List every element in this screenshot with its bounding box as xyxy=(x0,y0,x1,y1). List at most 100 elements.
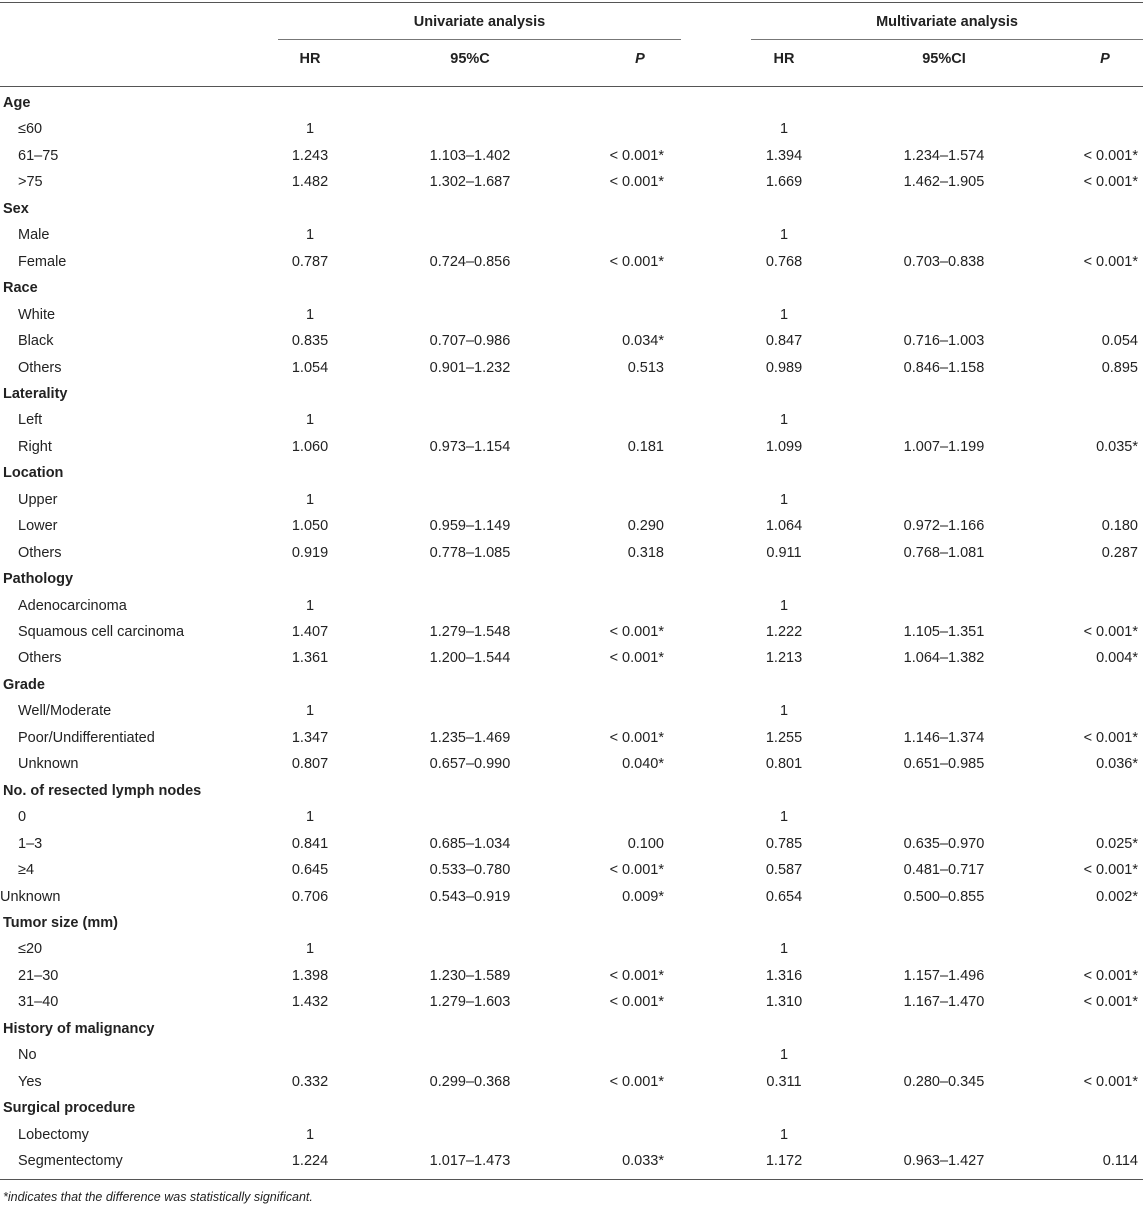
multi-hr-cell: 1 xyxy=(779,1127,789,1143)
multi-ci-cell: 0.846–1.158 xyxy=(903,360,985,376)
uni-hr-cell: 1 xyxy=(305,809,315,825)
univariate-header: Univariate analysis xyxy=(413,14,546,30)
uni-hr-cell: 1.407 xyxy=(291,624,329,640)
multi-hr-cell: 1.394 xyxy=(765,148,803,164)
multi-hr-cell: 1.213 xyxy=(765,650,803,666)
multi-ci-cell: 1.064–1.382 xyxy=(903,650,985,666)
row-label: 61–75 xyxy=(18,148,59,164)
multi-ci-cell: 0.280–0.345 xyxy=(903,1074,985,1090)
category-label: Tumor size (mm) xyxy=(3,915,118,931)
multi-p-cell: 0.035* xyxy=(1096,439,1138,455)
uni-hr-cell: 0.841 xyxy=(291,836,329,852)
uni-ci-cell: 1.279–1.603 xyxy=(429,994,511,1010)
multi-ci-cell: 1.462–1.905 xyxy=(903,174,985,190)
uni-hr-cell: 0.835 xyxy=(291,333,329,349)
multi-ci-cell: 0.481–0.717 xyxy=(903,862,985,878)
category-label: No. of resected lymph nodes xyxy=(3,783,202,799)
row-label: Female xyxy=(18,254,67,270)
uni-ci-cell: 0.959–1.149 xyxy=(429,518,511,534)
uni-ci-cell: 0.973–1.154 xyxy=(429,439,511,455)
uni-p-cell: 0.100 xyxy=(627,836,664,852)
multi-p-cell: < 0.001* xyxy=(1083,968,1138,984)
multi-hr-cell: 1.255 xyxy=(765,730,803,746)
multi-hr-cell: 1 xyxy=(779,598,789,614)
multi-ci-cell: 0.500–0.855 xyxy=(903,889,985,905)
multi-p-cell: 0.114 xyxy=(1102,1153,1138,1169)
uni-hr-cell: 1 xyxy=(305,307,315,323)
multi-hr-cell: 1.310 xyxy=(765,994,803,1010)
uni-ci-cell: 0.533–0.780 xyxy=(429,862,511,878)
multi-ci-cell: 0.703–0.838 xyxy=(903,254,985,270)
row-label: >75 xyxy=(18,174,43,190)
multi-hr-cell: 1.064 xyxy=(765,518,803,534)
row-label: Lower xyxy=(18,518,58,534)
multi-hr-cell: 1.669 xyxy=(765,174,803,190)
row-label: Others xyxy=(18,360,62,376)
uni-ci-cell: 0.707–0.986 xyxy=(429,333,511,349)
row-label: Adenocarcinoma xyxy=(18,598,127,614)
bottom-rule xyxy=(0,1179,1143,1180)
uni-hr-cell: 0.807 xyxy=(291,756,329,772)
category-label: Laterality xyxy=(3,386,68,402)
uni-p-cell: 0.513 xyxy=(627,360,664,376)
uni-hr-cell: 1 xyxy=(305,227,315,243)
category-label: Race xyxy=(3,280,38,296)
multi-hr-cell: 0.989 xyxy=(765,360,803,376)
multi-hr-cell: 1.172 xyxy=(765,1153,803,1169)
multi-p-cell: 0.004* xyxy=(1096,650,1138,666)
multi-hr-cell: 1 xyxy=(779,809,789,825)
row-label: Black xyxy=(18,333,54,349)
univariate-header-underline xyxy=(278,39,681,40)
uni-p-cell: < 0.001* xyxy=(609,254,664,270)
category-label: Location xyxy=(3,465,64,481)
uni-hr-cell: 1 xyxy=(305,492,315,508)
multi-p-cell: 0.895 xyxy=(1101,360,1138,376)
multi-p-cell: < 0.001* xyxy=(1083,862,1138,878)
uni-ci-cell: 1.235–1.469 xyxy=(429,730,511,746)
uni-hr-cell: 1 xyxy=(305,598,315,614)
multi-hr-cell: 0.785 xyxy=(765,836,803,852)
multi-hr-cell: 1 xyxy=(779,492,789,508)
row-label: Right xyxy=(18,439,52,455)
uni-hr-cell: 0.787 xyxy=(291,254,329,270)
category-label: History of malignancy xyxy=(3,1021,155,1037)
uni-p-cell: 0.033* xyxy=(622,1153,664,1169)
uni-hr-cell: 1 xyxy=(305,941,315,957)
row-label: No xyxy=(18,1047,37,1063)
multi-ci-cell: 1.167–1.470 xyxy=(903,994,985,1010)
multi-p-cell: 0.025* xyxy=(1096,836,1138,852)
uni-hr-cell: 0.645 xyxy=(291,862,329,878)
row-label: Male xyxy=(18,227,50,243)
multi-p-cell: < 0.001* xyxy=(1083,994,1138,1010)
uni-hr-cell: 1.482 xyxy=(291,174,329,190)
multi-p-cell: 0.054 xyxy=(1101,333,1138,349)
uni-ci-cell: 1.302–1.687 xyxy=(429,174,511,190)
uni-hr-cell: 1.347 xyxy=(291,730,329,746)
row-label: White xyxy=(18,307,56,323)
row-label: Others xyxy=(18,545,62,561)
footnote: *indicates that the difference was stati… xyxy=(3,1190,313,1204)
uni-p-cell: < 0.001* xyxy=(609,862,664,878)
multi-hr-cell: 1 xyxy=(779,227,789,243)
uni-hr-cell: 1.050 xyxy=(291,518,329,534)
multi-ci-cell: 0.972–1.166 xyxy=(903,518,985,534)
multi-hr-cell: 1 xyxy=(779,941,789,957)
uni-ci-cell: 1.017–1.473 xyxy=(429,1153,511,1169)
multi-hr-cell: 1 xyxy=(779,412,789,428)
uni-ci-cell: 1.103–1.402 xyxy=(429,148,511,164)
row-label: ≤20 xyxy=(18,941,43,957)
category-label: Surgical procedure xyxy=(3,1100,136,1116)
uni-hr-cell: 1 xyxy=(305,703,315,719)
uni-p-header: P xyxy=(635,51,645,67)
multi-hr-cell: 0.768 xyxy=(765,254,803,270)
uni-ci-cell: 0.685–1.034 xyxy=(429,836,511,852)
uni-hr-cell: 1.398 xyxy=(291,968,329,984)
multi-hr-header: HR xyxy=(773,51,795,67)
multi-hr-cell: 1.222 xyxy=(765,624,803,640)
multi-ci-cell: 0.716–1.003 xyxy=(903,333,985,349)
uni-ci-cell: 0.299–0.368 xyxy=(429,1074,511,1090)
uni-hr-cell: 1.361 xyxy=(291,650,329,666)
category-label: Age xyxy=(3,95,31,111)
uni-hr-cell: 1.243 xyxy=(291,148,329,164)
uni-hr-cell: 1.432 xyxy=(291,994,329,1010)
